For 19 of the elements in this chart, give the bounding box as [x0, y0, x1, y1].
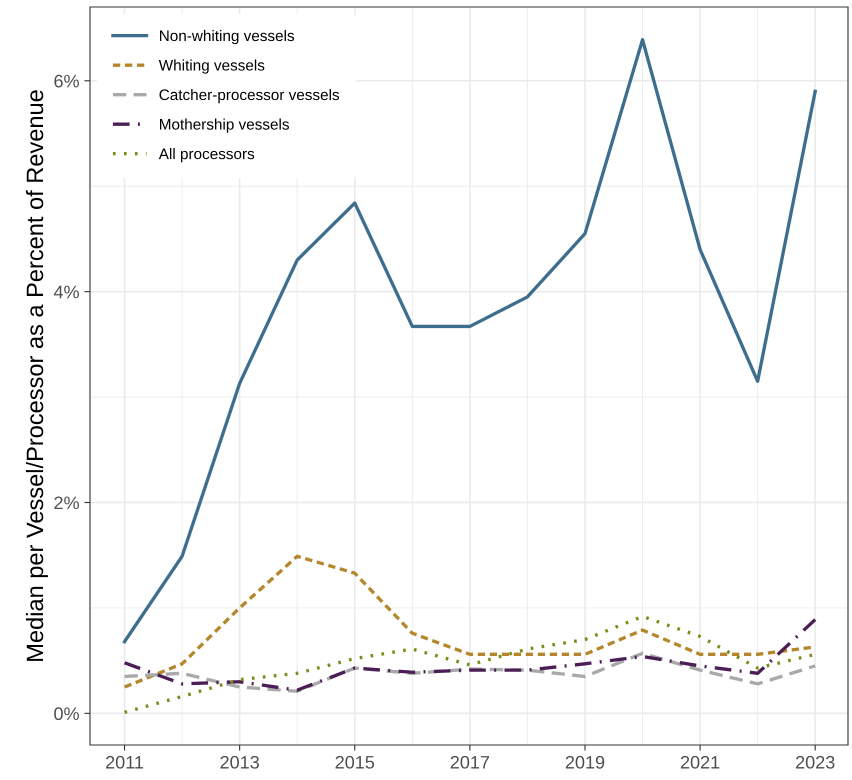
x-tick-label: 2011 [106, 756, 144, 769]
x-tick-label: 2023 [796, 756, 834, 769]
legend-label: All processors [158, 148, 254, 162]
x-tick-label: 2013 [220, 756, 259, 769]
legend-label: Whiting vessels [158, 59, 264, 74]
y-axis-title: Median per Vessel/Processor as a Percent of Revenue [26, 90, 48, 661]
y-tick-label: 6% [54, 74, 79, 88]
x-tick-label: 2017 [450, 756, 490, 769]
legend-label: Catcher-processor vessels [160, 88, 340, 104]
legend-label: Mothership vessels [160, 118, 289, 133]
line-series [122, 618, 817, 692]
y-tick-label: 0% [54, 707, 79, 720]
legend-label: Non-whiting vessels [160, 30, 294, 44]
line-series [122, 652, 817, 693]
y-tick-label: 2% [54, 496, 79, 510]
x-tick-label: 2021 [680, 756, 720, 769]
y-tick-label: 4% [54, 286, 79, 298]
x-tick-label: 2015 [336, 756, 374, 769]
x-tick-label: 2019 [566, 756, 604, 769]
